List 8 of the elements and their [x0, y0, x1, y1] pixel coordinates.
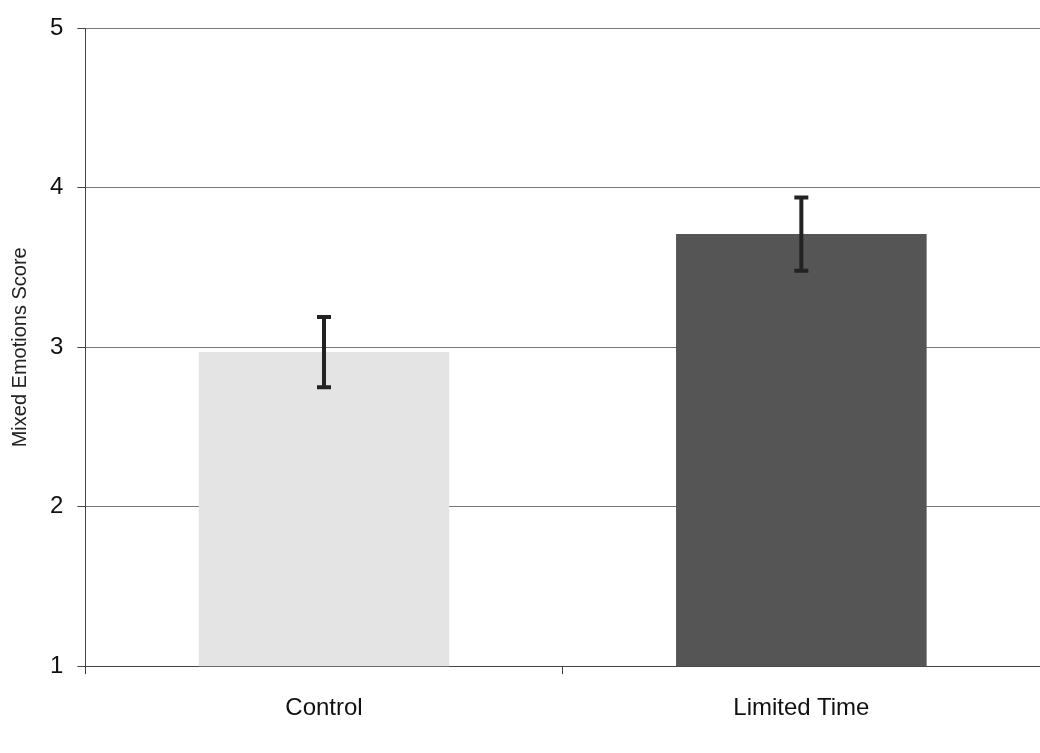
y-tick-label: 3 [49, 331, 64, 359]
y-axis-title: Mixed Emotions Score [7, 247, 30, 448]
y-tick-label: 4 [49, 172, 64, 200]
y-tick-label: 5 [49, 13, 64, 41]
x-tick-label: Control [285, 693, 363, 721]
y-tick-label: 2 [49, 491, 64, 519]
y-tick-label: 1 [49, 650, 64, 678]
x-tick-label: Limited Time [733, 693, 870, 721]
